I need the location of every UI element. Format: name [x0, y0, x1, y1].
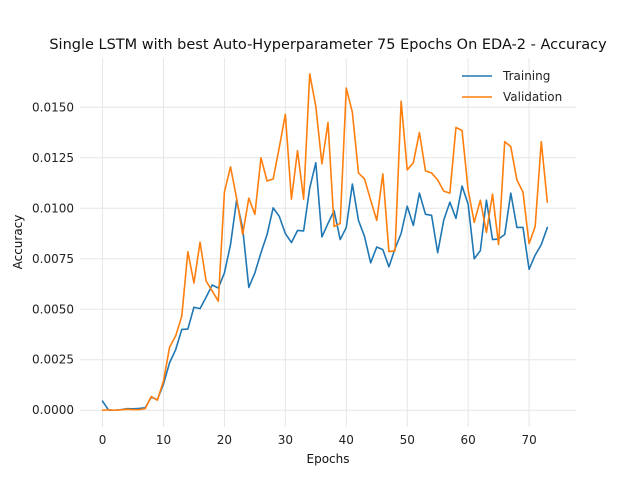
y-tick-label: 0.0100 [32, 201, 74, 215]
y-tick-label: 0.0125 [32, 151, 74, 165]
y-axis-ticks: 0.0000 0.0025 0.0050 0.0075 0.0100 0.0125 0.01… [32, 100, 74, 417]
x-axis-ticks: 0 10 20 30 40 50 60 70 [99, 433, 537, 447]
x-tick-label: 0 [99, 433, 107, 447]
x-axis-label: Epochs [307, 452, 350, 466]
series-line-training [101, 162, 549, 412]
y-tick-label: 0.0075 [32, 252, 74, 266]
legend-label-validation: Validation [503, 90, 562, 104]
x-tick-label: 30 [278, 433, 293, 447]
y-tick-label: 0.0000 [32, 403, 74, 417]
legend: Training Validation [462, 69, 562, 104]
x-tick-label: 10 [156, 433, 171, 447]
series-line-validation [101, 73, 549, 412]
x-tick-label: 70 [521, 433, 536, 447]
grid [80, 58, 576, 427]
y-tick-label: 0.0050 [32, 302, 74, 316]
plot-area [80, 58, 576, 427]
series-layer [101, 73, 549, 412]
y-axis-label: Accuracy [11, 215, 25, 270]
x-tick-label: 20 [217, 433, 232, 447]
y-tick-label: 0.0025 [32, 353, 74, 367]
y-tick-label: 0.0150 [32, 100, 74, 114]
x-tick-label: 50 [400, 433, 415, 447]
chart-title: Single LSTM with best Auto-Hyperparamete… [49, 37, 607, 53]
x-tick-label: 60 [461, 433, 476, 447]
x-tick-label: 40 [339, 433, 354, 447]
legend-label-training: Training [502, 69, 550, 83]
